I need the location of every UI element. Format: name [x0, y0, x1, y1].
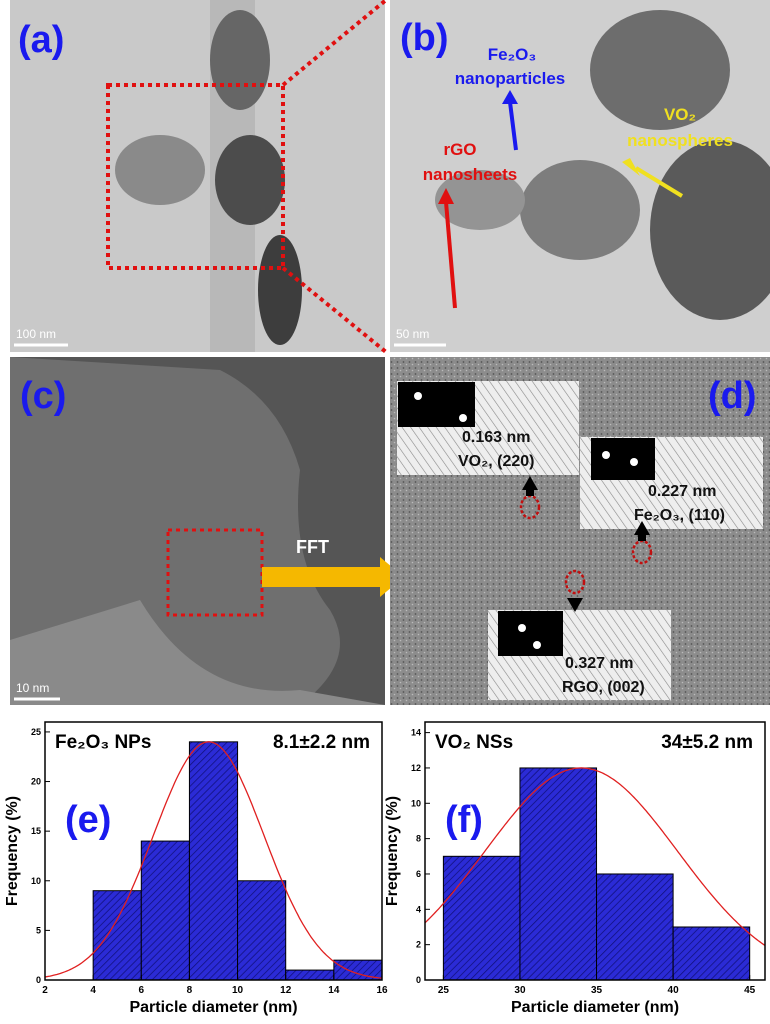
lattice-plane: RGO, (002)	[562, 679, 645, 696]
panel-label: (a)	[18, 19, 64, 61]
scale-bar: 10 nm	[16, 681, 49, 695]
x-tick-label: 12	[280, 985, 292, 996]
arrow-label: FFT	[296, 537, 329, 557]
panel-label: (f)	[445, 799, 483, 841]
x-tick-label: 40	[668, 985, 680, 996]
y-tick-label: 10	[411, 798, 421, 808]
x-tick-label: 8	[187, 985, 193, 996]
annotation: 8.1±2.2 nm	[273, 732, 370, 753]
x-tick-label: 6	[139, 985, 145, 996]
d-spacing: 0.327 nm	[565, 655, 633, 672]
bar	[519, 767, 598, 981]
x-axis-label: Particle diameter (nm)	[129, 999, 297, 1016]
plot-frame	[424, 721, 766, 981]
panel-label: (c)	[20, 375, 66, 417]
y-tick-label: 15	[31, 826, 41, 836]
x-axis-label: Particle diameter (nm)	[511, 999, 679, 1016]
x-tick-label: 30	[514, 985, 526, 996]
bar	[188, 741, 239, 981]
panel-label: (e)	[65, 799, 111, 841]
annotation: VO₂	[664, 105, 696, 124]
y-tick-label: 2	[416, 940, 421, 950]
panel-a: (a) 100 nm	[10, 0, 388, 354]
y-tick-label: 0	[416, 975, 421, 985]
y-tick-label: 0	[36, 975, 41, 985]
d-spacing: 0.227 nm	[648, 483, 716, 500]
annotation: Fe₂O₃	[488, 45, 536, 64]
y-tick-label: 6	[416, 869, 421, 879]
bar	[672, 926, 751, 981]
fit-curve	[424, 767, 766, 946]
x-tick-label: 45	[744, 985, 756, 996]
lattice-plane: VO₂, (220)	[458, 453, 534, 470]
y-tick-label: 12	[411, 763, 421, 773]
y-axis-label: Frequency (%)	[4, 796, 21, 906]
fit-curve	[44, 741, 383, 979]
chart-title: VO₂ NSs	[435, 732, 513, 753]
scale-bar: 100 nm	[16, 327, 56, 341]
panel-d: (d) 0.163 nm VO₂, (220) 0.227 nm Fe₂O₃, …	[390, 357, 770, 705]
annotation: rGO	[443, 140, 476, 159]
x-tick-label: 2	[42, 985, 48, 996]
bar	[92, 890, 142, 981]
y-tick-label: 25	[31, 727, 41, 737]
panel-c: FFT (c) 10 nm	[10, 357, 404, 705]
y-tick-label: 4	[416, 904, 421, 914]
annotation: nanoparticles	[455, 69, 566, 88]
y-tick-label: 5	[36, 925, 41, 935]
bar	[285, 969, 335, 981]
d-spacing: 0.163 nm	[462, 429, 530, 446]
plot-frame	[44, 721, 383, 981]
x-tick-label: 25	[438, 985, 450, 996]
annotation: nanospheres	[627, 131, 733, 150]
x-tick-label: 4	[90, 985, 96, 996]
y-axis-label: Frequency (%)	[384, 796, 401, 906]
y-tick-label: 14	[411, 728, 421, 738]
y-tick-label: 20	[31, 777, 41, 787]
y-tick-label: 10	[31, 876, 41, 886]
bar	[237, 880, 287, 981]
lattice-plane: Fe₂O₃, (110)	[634, 507, 725, 524]
panel-label: (b)	[400, 17, 449, 59]
bar	[596, 873, 674, 981]
x-tick-label: 10	[232, 985, 244, 996]
annotation: nanosheets	[423, 165, 517, 184]
panel-b: (b) Fe₂O₃ nanoparticles VO₂ nanospheres …	[390, 0, 770, 352]
scale-bar: 50 nm	[396, 327, 429, 341]
x-tick-label: 14	[328, 985, 340, 996]
x-tick-label: 35	[591, 985, 603, 996]
bar	[442, 855, 521, 981]
chart-title: Fe₂O₃ NPs	[55, 732, 151, 753]
panel-label: (d)	[708, 375, 757, 417]
annotation: 34±5.2 nm	[661, 732, 753, 753]
bar	[140, 840, 190, 981]
y-tick-label: 8	[416, 834, 421, 844]
x-tick-label: 16	[376, 985, 388, 996]
